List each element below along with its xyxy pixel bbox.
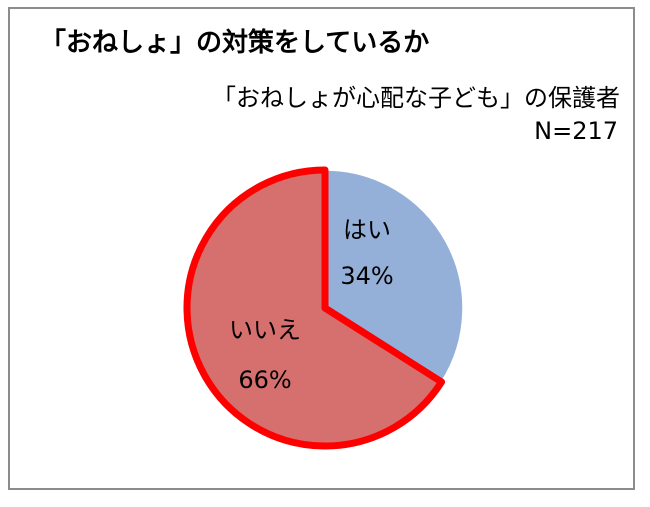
chart-title: 「おねしょ」の対策をしているか — [40, 28, 430, 58]
chart-subtitle: 「おねしょが心配な子ども」の保護者 — [212, 84, 620, 112]
slice-value-label-no: 66% — [238, 366, 291, 394]
slice-value-label-yes: 34% — [340, 262, 393, 290]
slice-category-label-yes: はい — [343, 216, 391, 244]
sample-size: N=217 — [534, 117, 618, 145]
slice-category-label-no: いいえ — [229, 316, 301, 344]
pie-slice-no — [183, 166, 446, 450]
